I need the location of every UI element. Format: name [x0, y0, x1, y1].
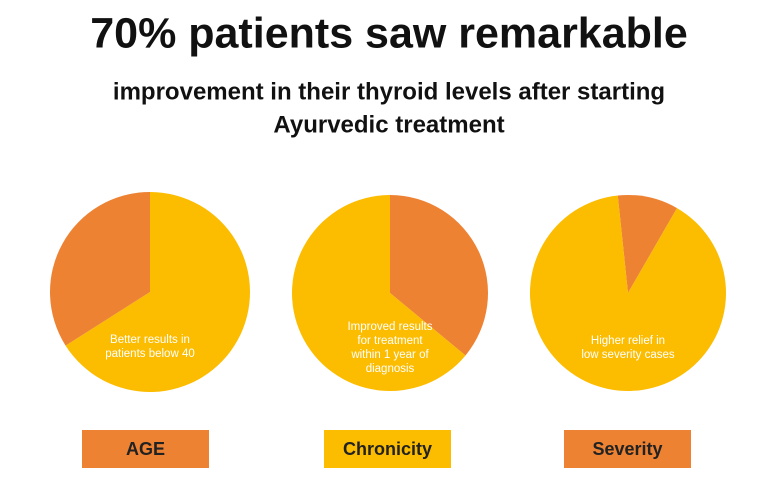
pie-annotation: low severity cases: [581, 349, 675, 361]
pie-slice: [617, 195, 677, 293]
pie-annotation: Better results in: [110, 334, 190, 346]
pie-slice: [65, 192, 251, 392]
pie-label: Chronicity: [343, 439, 432, 459]
label-box: [564, 430, 691, 468]
pie-slice: [291, 195, 466, 391]
label-box: [82, 430, 209, 468]
label-box: [324, 430, 451, 468]
pie-label: Severity: [592, 439, 662, 459]
pie-slice: [530, 195, 726, 391]
pie-annotation: Higher relief in: [591, 335, 665, 347]
pie-annotation: diagnosis: [366, 363, 415, 375]
pie-annotation: patients below 40: [105, 348, 195, 360]
pie-annotation: for treatment: [357, 335, 423, 347]
subtitle-line: improvement in their thyroid levels afte…: [113, 78, 665, 105]
pie-annotation: Improved results: [347, 321, 432, 333]
title: 70% patients saw remarkable: [90, 9, 688, 57]
pie-slice: [50, 192, 151, 346]
pie-annotation: within 1 year of: [350, 349, 429, 361]
pie-label: AGE: [126, 439, 165, 459]
pie-slice: [390, 195, 488, 356]
subtitle-line: Ayurvedic treatment: [273, 111, 504, 138]
